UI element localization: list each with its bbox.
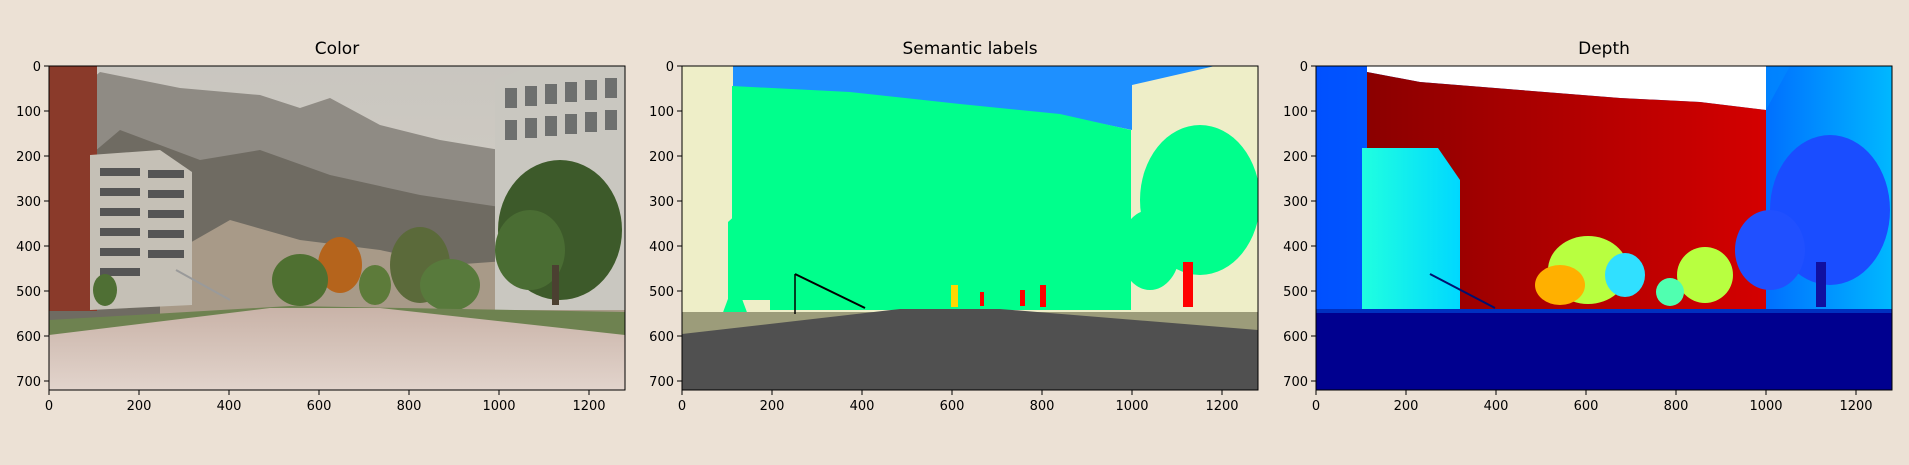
y-tick-label: 200 bbox=[649, 150, 674, 165]
y-tick-label: 600 bbox=[649, 330, 674, 345]
x-tick-label: 200 bbox=[127, 399, 152, 414]
y-tick-label: 200 bbox=[16, 150, 41, 165]
axis-ticks: 0 200 400 600 800 1000 1200 0 100 200 300 400 500 600… bbox=[649, 60, 1238, 414]
y-tick-label: 100 bbox=[16, 105, 41, 120]
y-tick-label: 600 bbox=[1283, 330, 1308, 345]
x-tick-label: 1200 bbox=[1839, 399, 1872, 414]
x-tick-label: 1200 bbox=[1205, 399, 1238, 414]
x-tick-label: 1000 bbox=[482, 399, 515, 414]
semantic-image bbox=[682, 66, 1258, 390]
x-tick-label: 800 bbox=[1664, 399, 1689, 414]
x-tick-label: 400 bbox=[1484, 399, 1509, 414]
y-tick-label: 500 bbox=[649, 285, 674, 300]
y-tick-label: 600 bbox=[16, 330, 41, 345]
x-tick-label: 1200 bbox=[572, 399, 605, 414]
depth-image bbox=[1316, 66, 1892, 390]
y-tick-label: 700 bbox=[1283, 375, 1308, 390]
x-tick-label: 200 bbox=[1394, 399, 1419, 414]
x-tick-label: 400 bbox=[217, 399, 242, 414]
y-tick-label: 0 bbox=[666, 60, 674, 75]
panel-title: Semantic labels bbox=[902, 39, 1037, 59]
y-tick-label: 100 bbox=[649, 105, 674, 120]
x-tick-label: 1000 bbox=[1115, 399, 1148, 414]
axes-frame bbox=[48, 65, 626, 391]
panel-semantic: Semantic labels bbox=[649, 39, 1259, 414]
x-tick-label: 200 bbox=[760, 399, 785, 414]
x-tick-label: 0 bbox=[678, 399, 686, 414]
x-tick-label: 0 bbox=[1312, 399, 1320, 414]
axes-frame bbox=[681, 65, 1259, 391]
y-tick-label: 700 bbox=[649, 375, 674, 390]
x-tick-label: 600 bbox=[940, 399, 965, 414]
y-tick-label: 500 bbox=[1283, 285, 1308, 300]
y-tick-label: 500 bbox=[16, 285, 41, 300]
y-tick-label: 700 bbox=[16, 375, 41, 390]
y-tick-label: 300 bbox=[649, 195, 674, 210]
axis-ticks: 0 200 400 600 800 1000 1200 0 100 200 300 400 500 600… bbox=[16, 60, 605, 414]
panel-depth: Depth 0 200 400 bbox=[1283, 39, 1893, 414]
y-tick-label: 400 bbox=[1283, 240, 1308, 255]
x-tick-label: 800 bbox=[397, 399, 422, 414]
y-tick-label: 400 bbox=[649, 240, 674, 255]
y-tick-label: 300 bbox=[16, 195, 41, 210]
x-tick-label: 0 bbox=[45, 399, 53, 414]
y-tick-label: 300 bbox=[1283, 195, 1308, 210]
x-tick-label: 600 bbox=[307, 399, 332, 414]
y-tick-label: 400 bbox=[16, 240, 41, 255]
x-tick-label: 600 bbox=[1574, 399, 1599, 414]
y-tick-label: 100 bbox=[1283, 105, 1308, 120]
y-tick-label: 200 bbox=[1283, 150, 1308, 165]
panel-title: Color bbox=[315, 39, 359, 59]
panel-title: Depth bbox=[1578, 39, 1630, 59]
x-tick-label: 400 bbox=[850, 399, 875, 414]
y-tick-label: 0 bbox=[1300, 60, 1308, 75]
axis-ticks: 0 200 400 600 800 1000 1200 0 100 200 300 400 500 600… bbox=[1283, 60, 1872, 414]
axes-frame bbox=[1315, 65, 1893, 391]
x-tick-label: 1000 bbox=[1749, 399, 1782, 414]
y-tick-label: 0 bbox=[33, 60, 41, 75]
panel-color: Color bbox=[16, 39, 626, 414]
x-tick-label: 800 bbox=[1030, 399, 1055, 414]
color-image bbox=[49, 66, 625, 390]
